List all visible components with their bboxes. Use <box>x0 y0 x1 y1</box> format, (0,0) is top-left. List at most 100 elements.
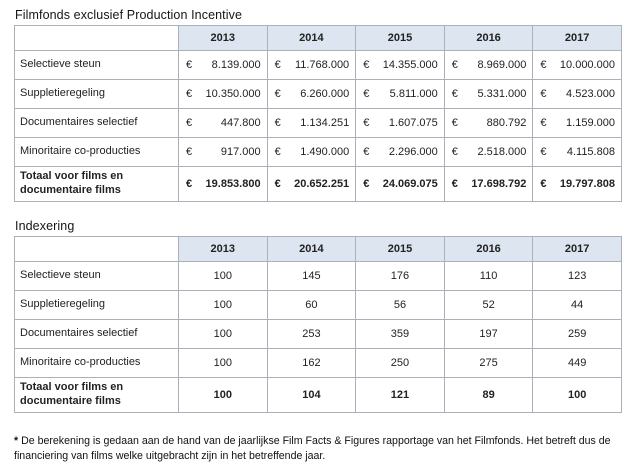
amount-value: 2.296.000 <box>388 146 438 158</box>
euro-symbol: € <box>186 117 193 129</box>
euro-symbol: € <box>274 88 281 100</box>
amount-cell: €11.768.000 <box>266 50 357 80</box>
table-row: Documentaires selectief 100 253 359 197 259 <box>14 319 622 349</box>
index-cell: 100 <box>178 348 268 378</box>
amount-cell: €19.797.808 <box>532 166 622 202</box>
year-header: 2017 <box>532 236 622 262</box>
amount-value: 24.069.075 <box>382 178 438 190</box>
euro-symbol: € <box>363 178 370 190</box>
index-cell: 253 <box>266 319 357 349</box>
amount-cell: €5.811.000 <box>355 79 445 109</box>
row-label: Selectieve steun <box>14 261 179 291</box>
table-row: Suppletieregeling 100 60 56 52 44 <box>14 290 622 320</box>
table-row: Minoritaire co-producties 100 162 250 275 449 <box>14 348 622 378</box>
footnote: * De berekening is gedaan aan de hand va… <box>14 434 626 465</box>
amount-value: 917.000 <box>220 146 261 158</box>
euro-symbol: € <box>363 59 370 71</box>
amount-cell: €880.792 <box>443 108 534 138</box>
index-cell: 104 <box>266 377 357 413</box>
euro-symbol: € <box>540 146 547 158</box>
index-cell: 100 <box>178 290 268 320</box>
amount-cell: €6.260.000 <box>266 79 357 109</box>
amount-value: 4.523.000 <box>566 88 615 100</box>
amount-value: 1.134.251 <box>300 117 350 129</box>
amount-cell: €1.490.000 <box>266 137 357 167</box>
year-header: 2015 <box>355 236 445 262</box>
euro-symbol: € <box>451 117 458 129</box>
year-header: 2016 <box>443 25 534 51</box>
amount-cell: €17.698.792 <box>443 166 534 202</box>
corner-cell <box>14 236 179 262</box>
table-row: Documentaires selectief €447.800 €1.134.25… <box>14 108 622 138</box>
amount-cell: €10.000.000 <box>532 50 622 80</box>
amount-value: 2.518.000 <box>477 146 527 158</box>
row-label: Documentaires selectief <box>14 319 179 349</box>
euro-symbol: € <box>451 146 458 158</box>
euro-symbol: € <box>186 178 193 190</box>
euro-symbol: € <box>451 59 458 71</box>
year-header: 2017 <box>532 25 622 51</box>
amount-cell: €8.969.000 <box>443 50 534 80</box>
table-row: Totaal voor films en documentaire films €… <box>14 166 622 202</box>
table-row: Selectieve steun €8.139.000 €11.768.000 €14… <box>14 50 622 80</box>
amount-cell: €24.069.075 <box>355 166 445 202</box>
euro-symbol: € <box>540 88 547 100</box>
amount-cell: €8.139.000 <box>178 50 268 80</box>
euro-symbol: € <box>186 59 193 71</box>
table2-title: Indexering <box>15 219 75 233</box>
amount-value: 14.355.000 <box>382 59 438 71</box>
amount-cell: €5.331.000 <box>443 79 534 109</box>
index-cell: 250 <box>355 348 445 378</box>
amount-cell: €14.355.000 <box>355 50 445 80</box>
table-header-row: 2013 2014 2015 2016 2017 <box>14 236 622 262</box>
row-label: Selectieve steun <box>14 50 179 80</box>
table1-title: Filmfonds exclusief Production Incentive <box>15 8 243 22</box>
year-header: 2016 <box>443 236 534 262</box>
amount-value: 1.607.075 <box>388 117 438 129</box>
index-cell: 259 <box>532 319 622 349</box>
amount-value: 6.260.000 <box>300 88 350 100</box>
amount-cell: €20.652.251 <box>266 166 357 202</box>
row-label: Suppletieregeling <box>14 290 179 320</box>
year-header: 2014 <box>266 25 357 51</box>
euro-symbol: € <box>451 88 458 100</box>
amount-value: 8.969.000 <box>477 59 527 71</box>
index-cell: 100 <box>532 377 622 413</box>
index-cell: 121 <box>355 377 445 413</box>
amount-cell: €4.115.808 <box>532 137 622 167</box>
table-row: Selectieve steun 100 145 176 110 123 <box>14 261 622 291</box>
indexering-table: 2013 2014 2015 2016 2017 Selectieve steun 100… <box>14 236 622 413</box>
index-cell: 60 <box>266 290 357 320</box>
index-cell: 100 <box>178 377 268 413</box>
index-cell: 110 <box>443 261 534 291</box>
amount-value: 10.350.000 <box>205 88 261 100</box>
amount-value: 11.768.000 <box>294 59 350 71</box>
amount-value: 447.800 <box>220 117 261 129</box>
amount-value: 20.652.251 <box>294 178 350 190</box>
euro-symbol: € <box>540 117 547 129</box>
euro-symbol: € <box>186 88 193 100</box>
table-row: Minoritaire co-producties €917.000 €1.490.… <box>14 137 622 167</box>
amount-value: 5.811.000 <box>389 88 438 100</box>
table-header-row: 2013 2014 2015 2016 2017 <box>14 25 622 51</box>
index-cell: 52 <box>443 290 534 320</box>
index-cell: 176 <box>355 261 445 291</box>
euro-symbol: € <box>363 88 370 100</box>
amount-value: 4.115.808 <box>566 146 615 158</box>
index-cell: 162 <box>266 348 357 378</box>
amount-cell: €2.518.000 <box>443 137 534 167</box>
euro-symbol: € <box>363 146 370 158</box>
row-label: Minoritaire co-producties <box>14 348 179 378</box>
euro-symbol: € <box>540 59 547 71</box>
footnote-marker: * <box>14 435 19 447</box>
amount-value: 10.000.000 <box>559 59 615 71</box>
euro-symbol: € <box>274 178 281 190</box>
row-label: Suppletieregeling <box>14 79 179 109</box>
amount-cell: €1.134.251 <box>266 108 357 138</box>
amount-value: 19.797.808 <box>559 178 615 190</box>
index-cell: 89 <box>443 377 534 413</box>
year-header: 2015 <box>355 25 445 51</box>
index-cell: 56 <box>355 290 445 320</box>
amount-value: 8.139.000 <box>211 59 261 71</box>
